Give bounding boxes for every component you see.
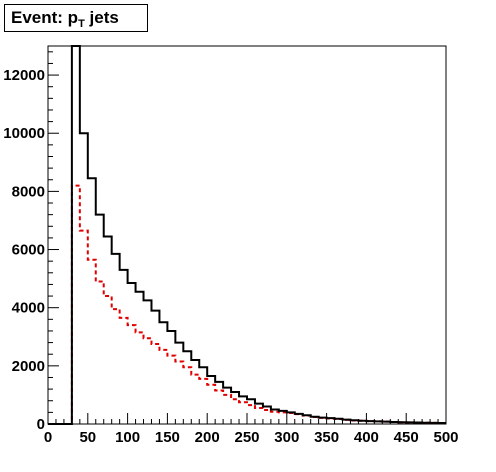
x-tick-label: 450 <box>394 429 419 446</box>
x-tick-label: 500 <box>433 429 458 446</box>
title-subscript: T <box>78 18 85 30</box>
x-tick-label: 300 <box>274 429 299 446</box>
y-tick-label: 12000 <box>3 67 45 84</box>
x-tick-label: 100 <box>115 429 140 446</box>
y-tick-label: 6000 <box>12 242 45 259</box>
x-tick-label: 400 <box>354 429 379 446</box>
x-tick-label: 150 <box>155 429 180 446</box>
plot-frame <box>47 45 447 425</box>
chart-title: Event: pT jets <box>4 4 148 32</box>
title-suffix: jets <box>84 8 119 27</box>
x-tick-label: 200 <box>195 429 220 446</box>
x-tick-label: 50 <box>79 429 96 446</box>
title-text: Event: p <box>11 8 79 27</box>
histogram-series-solid <box>48 45 446 425</box>
x-tick-label: 0 <box>44 429 52 446</box>
y-tick-label: 2000 <box>12 358 45 375</box>
y-tick-label: 0 <box>37 416 45 433</box>
y-tick-label: 8000 <box>12 183 45 200</box>
x-tick-label: 250 <box>234 429 259 446</box>
y-tick-label: 4000 <box>12 300 45 317</box>
x-tick-label: 350 <box>314 429 339 446</box>
y-tick-label: 10000 <box>3 125 45 142</box>
